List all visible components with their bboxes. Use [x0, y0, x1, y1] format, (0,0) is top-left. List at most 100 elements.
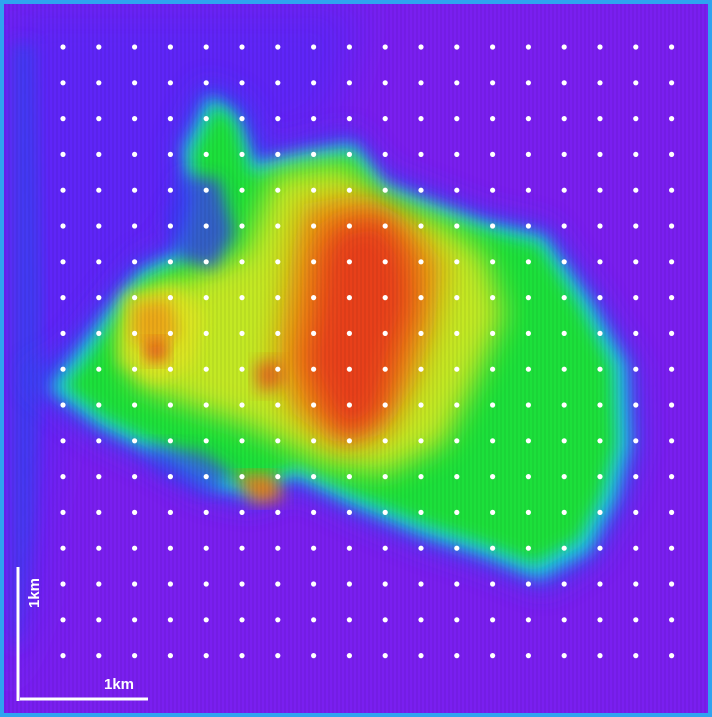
grid-dot [454, 44, 460, 50]
grid-dot [669, 438, 675, 444]
grid-dot [525, 617, 532, 623]
scale-label-vertical: 1km [26, 577, 43, 608]
grid-dot [239, 402, 245, 408]
grid-dot [669, 402, 675, 408]
grid-dot [167, 151, 173, 157]
grid-dot [633, 581, 639, 587]
heatmap-canvas [4, 4, 708, 713]
grid-dot [346, 44, 352, 50]
grid-dot [597, 187, 603, 193]
grid-dot [96, 80, 102, 86]
grid-dot [239, 474, 245, 480]
grid-dot [311, 438, 317, 444]
grid-dot [60, 187, 66, 193]
grid-dot [525, 438, 532, 444]
grid-dot [346, 259, 352, 265]
grid-dot [561, 653, 567, 659]
grid-dot [96, 581, 102, 587]
grid-dot [96, 187, 102, 193]
grid-dot [311, 545, 317, 551]
grid-dot [597, 474, 603, 480]
grid-dot [275, 438, 281, 444]
grid-dot [525, 187, 532, 193]
grid-dot [597, 366, 603, 372]
grid-dot [346, 223, 352, 229]
grid-dot [669, 581, 675, 587]
grid-dot [60, 545, 66, 551]
grid-dot [167, 295, 173, 301]
grid-dot [633, 402, 639, 408]
grid-dot [132, 116, 138, 122]
grid-dot [490, 116, 496, 122]
grid-dot [454, 80, 460, 86]
grid-dot [239, 509, 245, 515]
grid-dot [60, 366, 66, 372]
grid-dot [669, 295, 675, 301]
grid-dot [132, 330, 138, 336]
grid-dot [669, 509, 675, 515]
grid-dot [275, 259, 281, 265]
grid-dot [132, 80, 138, 86]
grid-dot [275, 80, 281, 86]
grid-dot [132, 187, 138, 193]
grid-dot [561, 438, 567, 444]
grid-dot [597, 617, 603, 623]
grid-dot [454, 330, 460, 336]
grid-dot [275, 187, 281, 193]
grid-dot [454, 295, 460, 301]
grid-dot [239, 80, 245, 86]
grid-dot [239, 653, 245, 659]
grid-dot [454, 187, 460, 193]
grid-dot [633, 44, 639, 50]
grid-dot [311, 617, 317, 623]
grid-dot [311, 474, 317, 480]
grid-dot [60, 402, 66, 408]
grid-dot [561, 330, 567, 336]
grid-dot [382, 330, 388, 336]
grid-dot [669, 80, 675, 86]
grid-dot [454, 653, 460, 659]
grid-dot [633, 545, 639, 551]
grid-dot [597, 581, 603, 587]
grid-dot [669, 187, 675, 193]
grid-dot [60, 80, 66, 86]
grid-dot [597, 295, 603, 301]
grid-dot [239, 44, 245, 50]
grid-dot [525, 259, 532, 265]
grid-dot [418, 44, 424, 50]
grid-dot [525, 330, 532, 336]
grid-dot [275, 617, 281, 623]
grid-dot [96, 330, 102, 336]
grid-dot [132, 617, 138, 623]
grid-dot [275, 295, 281, 301]
grid-dot [490, 509, 496, 515]
grid-dot [382, 80, 388, 86]
grid-dot [132, 581, 138, 587]
grid-dot [597, 545, 603, 551]
grid-dot [132, 438, 138, 444]
grid-dot [203, 151, 209, 157]
grid-dot [490, 438, 496, 444]
grid-dot [60, 330, 66, 336]
grid-dot [597, 330, 603, 336]
grid-dot [167, 366, 173, 372]
grid-dot [418, 581, 424, 587]
grid-dot [561, 617, 567, 623]
grid-dot [669, 151, 675, 157]
grid-dot [633, 653, 639, 659]
grid-dot [418, 151, 424, 157]
grid-dot [346, 653, 352, 659]
grid-dot [167, 330, 173, 336]
grid-dot [132, 151, 138, 157]
grid-dot [346, 438, 352, 444]
grid-dot [346, 330, 352, 336]
grid-dot [525, 402, 532, 408]
grid-dot [311, 653, 317, 659]
grid-dot [132, 509, 138, 515]
grid-dot [346, 545, 352, 551]
grid-dot [633, 80, 639, 86]
grid-dot [418, 509, 424, 515]
grid-dot [239, 187, 245, 193]
grid-dot [633, 617, 639, 623]
